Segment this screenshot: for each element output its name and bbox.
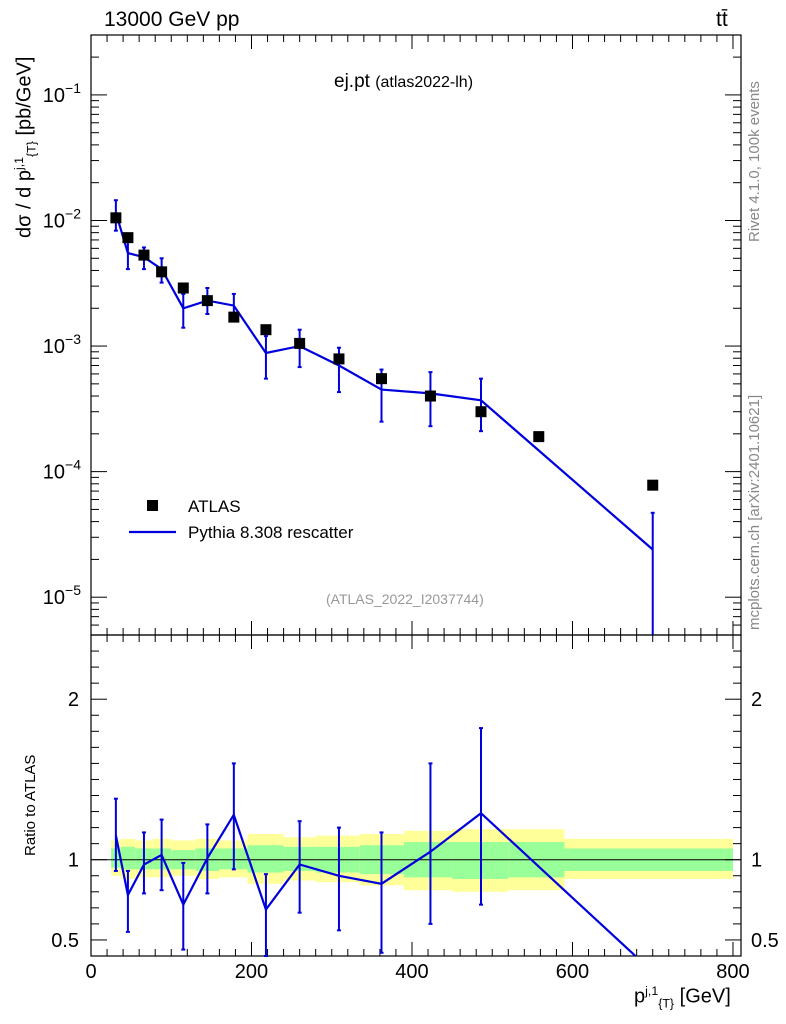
main-y-tick-label-base: 10 [43, 462, 65, 484]
x-axis-title-pre: p [634, 985, 646, 1008]
chart-subtitle: (atlas2022-lh) [375, 74, 474, 91]
legend-label-atlas: ATLAS [188, 497, 241, 516]
ratio-y-tick-label: 1 [68, 850, 79, 872]
ratio-y-tick-label-right: 2 [751, 689, 762, 711]
atlas-data-point [156, 266, 168, 278]
rivet-info: Rivet 4.1.0, 100k events [746, 81, 763, 242]
ratio-y-axis-title: Ratio to ATLAS [22, 754, 39, 856]
ratio-frame [90, 634, 742, 957]
x-tick-label: 600 [556, 961, 589, 983]
analysis-id: (ATLAS_2022_I2037744) [326, 591, 484, 607]
ratio-pythia-line [114, 811, 637, 957]
main-y-tick-label-exp: −2 [65, 205, 81, 221]
atlas-data-point [138, 249, 150, 261]
atlas-data-point [122, 232, 134, 244]
atlas-data-point [375, 373, 387, 385]
ratio-y-tick-label-right: 1 [751, 850, 762, 872]
ratio-band-inner [247, 845, 284, 873]
main-y-axis-title-post: [pb/GeV] [13, 56, 36, 142]
atlas-data-point [424, 390, 436, 402]
atlas-data-point [110, 212, 122, 224]
x-axis-title-sup: j,1 [645, 984, 659, 998]
atlas-data-point [647, 479, 659, 491]
x-axis-title-post: [GeV] [674, 985, 731, 1008]
main-y-tick-label-base: 10 [43, 85, 65, 107]
atlas-data-point [228, 311, 240, 323]
main-y-tick-label: 10−1 [43, 80, 81, 107]
x-axis-title: pj,1{T} [GeV] [634, 984, 731, 1011]
main-y-axis-title-pre: dσ / d p [13, 170, 36, 238]
main-y-axis-title: dσ / d pj,1{T} [pb/GeV] [12, 57, 39, 238]
main-y-tick-label: 10−4 [43, 457, 81, 484]
main-y-tick-label-exp: −4 [65, 457, 81, 473]
main-y-tick-label: 10−2 [43, 205, 81, 232]
main-y-tick-label: 10−5 [43, 582, 81, 609]
ratio-band-inner [120, 846, 136, 870]
main-y-tick-label-base: 10 [43, 210, 65, 232]
atlas-data-point [201, 295, 213, 307]
x-axis-title-sub: {T} [658, 996, 675, 1011]
main-y-tick-label-base: 10 [43, 336, 65, 358]
atlas-data-point [475, 406, 487, 418]
x-tick-label: 200 [235, 961, 268, 983]
x-tick-label: 800 [716, 961, 749, 983]
main-y-tick-label: 10−3 [43, 331, 81, 358]
main-y-axis-title-sub: {T} [24, 141, 39, 157]
main-y-tick-label-exp: −5 [65, 582, 81, 598]
x-tick-label: 400 [395, 961, 428, 983]
main-y-axis-title-sup: j,1 [12, 156, 26, 171]
x-tick-label: 0 [85, 961, 96, 983]
ratio-y-tick-label: 2 [68, 689, 79, 711]
main-y-tick-label-exp: −3 [65, 331, 81, 347]
chart-title: ej.pt (atlas2022-lh) [334, 71, 473, 93]
legend-label-pythia: Pythia 8.308 rescatter [188, 523, 354, 542]
legend-marker-atlas [147, 500, 158, 511]
atlas-data-point [533, 431, 545, 443]
atlas-data-point [260, 324, 272, 336]
atlas-data-point [177, 282, 189, 294]
source-info: mcplots.cern.ch [arXiv:2401.10621] [746, 394, 763, 630]
ratio-y-tick-label: 0.5 [51, 930, 79, 952]
main-y-tick-label-exp: −1 [65, 80, 81, 96]
atlas-data-point [333, 353, 345, 365]
energy-label: 13000 GeV pp [104, 8, 240, 31]
process-label: tt̄ [716, 8, 728, 31]
main-frame [90, 34, 742, 636]
atlas-data-point [294, 337, 306, 349]
main-y-tick-label-base: 10 [43, 587, 65, 609]
main-panel: 10−510−410−310−210−1 [43, 34, 742, 636]
ratio-y-tick-label-right: 0.5 [751, 930, 779, 952]
chart-title-main: ej.pt [334, 71, 370, 92]
